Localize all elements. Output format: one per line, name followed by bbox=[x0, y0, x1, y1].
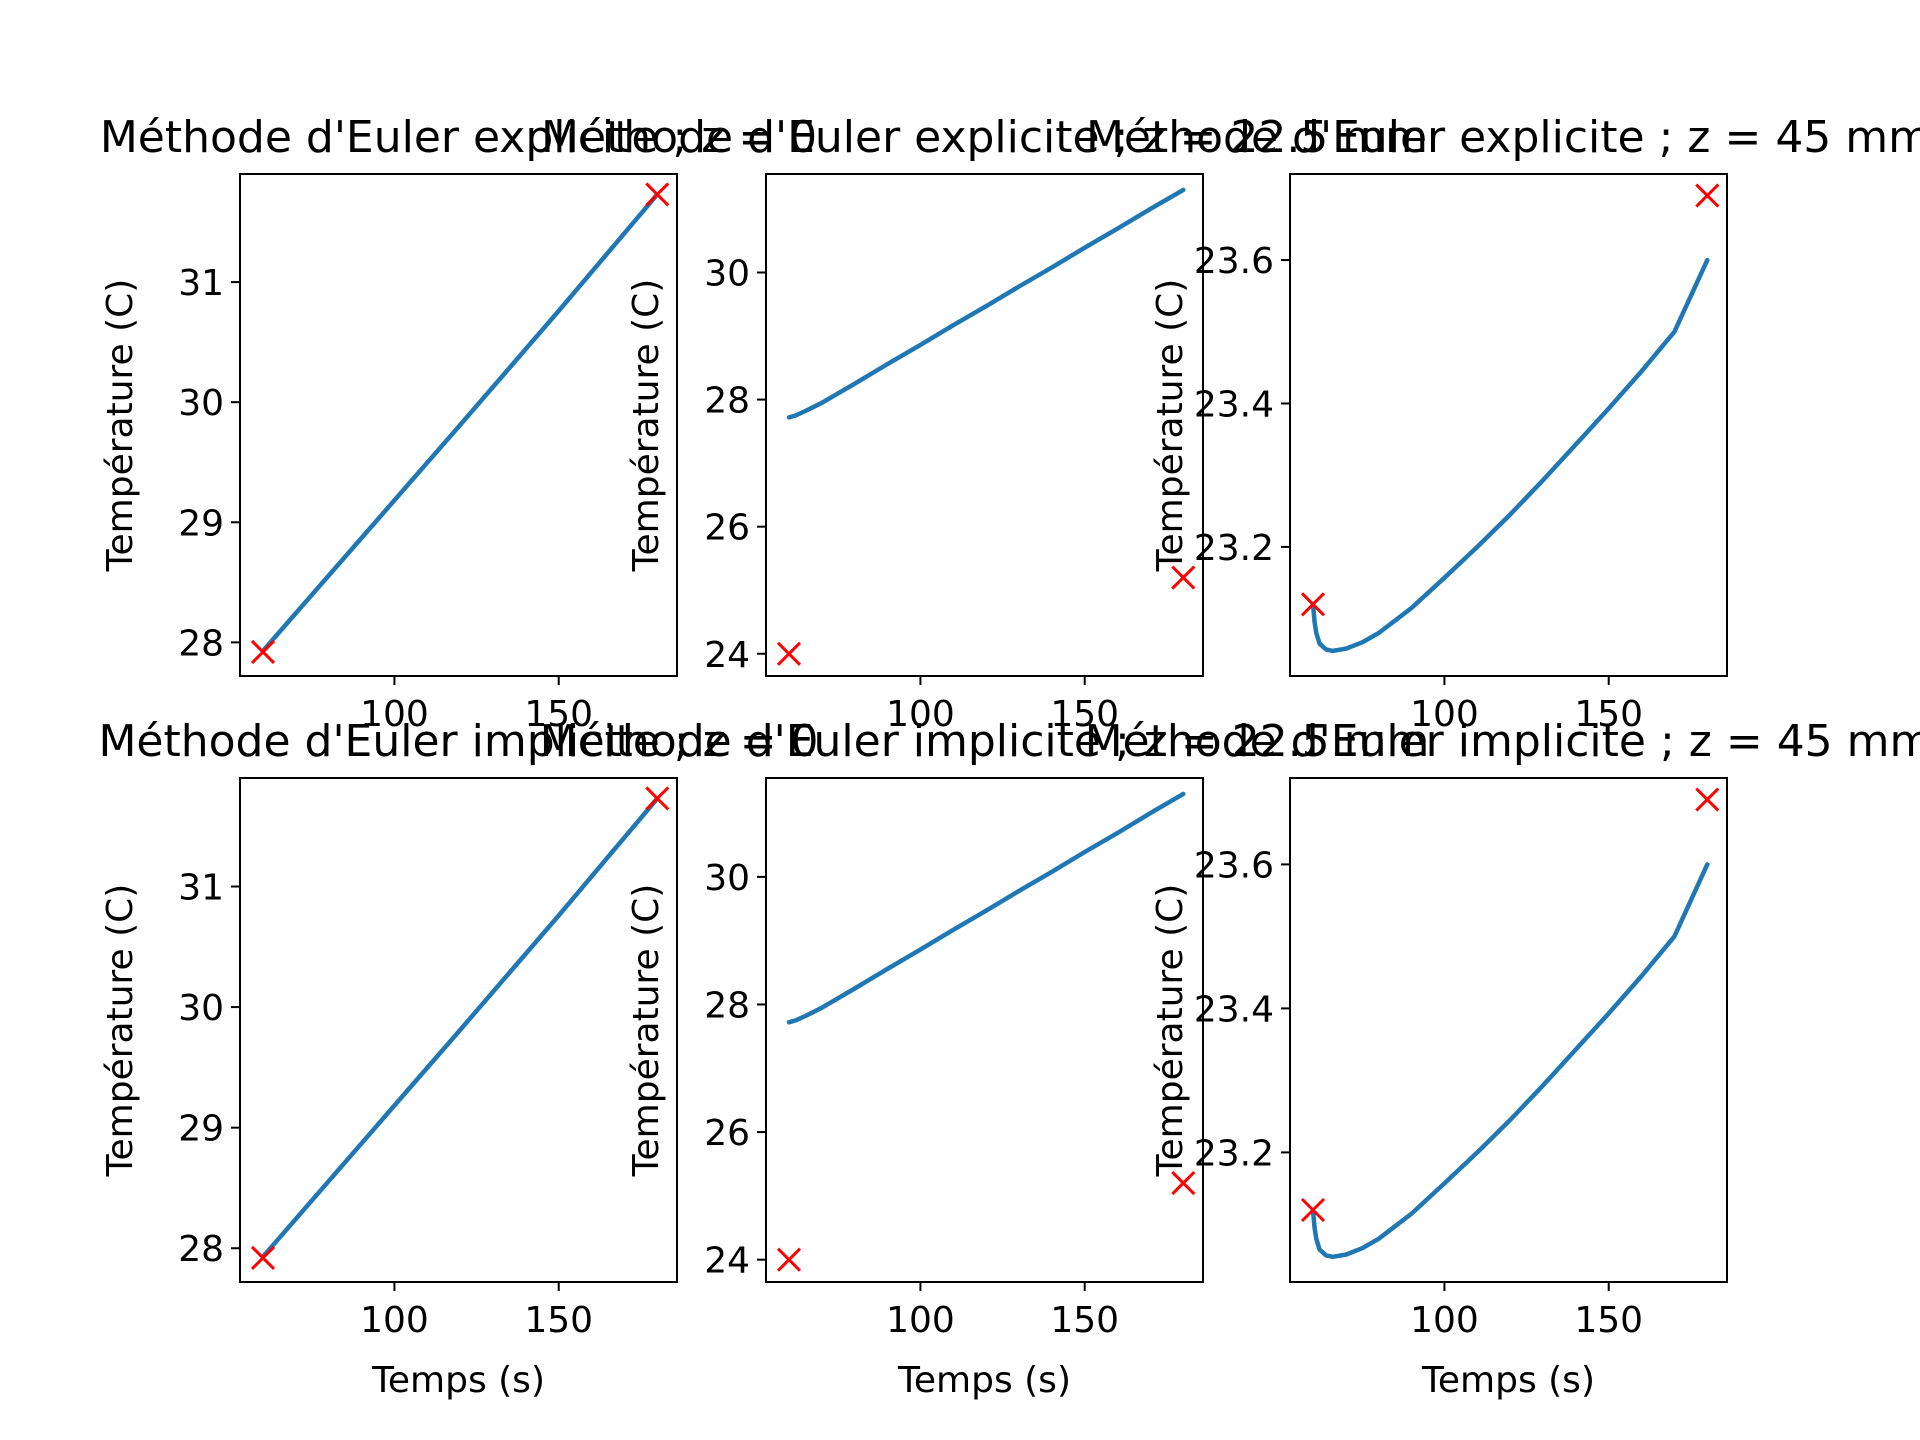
y-tick-label: 28 bbox=[704, 381, 750, 422]
x-tick-label: 100 bbox=[1410, 694, 1479, 735]
y-axis-label: Température (C) bbox=[100, 884, 141, 1178]
y-tick-label: 23.4 bbox=[1194, 384, 1274, 425]
x-tick-label: 150 bbox=[524, 1300, 593, 1341]
y-tick-label: 23.4 bbox=[1194, 989, 1274, 1030]
series-line bbox=[260, 796, 660, 1259]
x-tick-label: 150 bbox=[1574, 1300, 1643, 1341]
series-line bbox=[786, 187, 1186, 420]
y-tick-label: 23.6 bbox=[1194, 845, 1274, 886]
y-axis-label: Température (C) bbox=[626, 279, 667, 573]
subplot-1: 100 150 28 29 30 31 Température (C) Méthode d'E… bbox=[100, 112, 817, 735]
y-tick-label: 30 bbox=[704, 253, 750, 294]
data-point-marker bbox=[645, 182, 670, 207]
subplot-title: Méthode d'Euler implicite ; z = 0 bbox=[98, 716, 818, 767]
y-tick-label: 24 bbox=[704, 1241, 750, 1282]
x-tick-label: 100 bbox=[886, 1300, 955, 1341]
axes-frame bbox=[239, 777, 678, 1283]
series-line bbox=[1310, 257, 1710, 654]
x-axis-label: Temps (s) bbox=[1421, 1360, 1595, 1401]
y-tick-label: 30 bbox=[178, 383, 224, 424]
y-tick-label: 29 bbox=[178, 503, 224, 544]
x-tick-label: 100 bbox=[886, 694, 955, 735]
axes-frame bbox=[1289, 777, 1728, 1283]
x-tick-label: 150 bbox=[1050, 1300, 1119, 1341]
x-tick-label: 100 bbox=[360, 694, 429, 735]
axes-frame bbox=[1289, 173, 1728, 677]
data-point-marker bbox=[1171, 565, 1196, 590]
x-tick-label: 100 bbox=[360, 1300, 429, 1341]
axes-frame bbox=[765, 777, 1204, 1283]
y-tick-label: 28 bbox=[178, 623, 224, 664]
series-line bbox=[786, 791, 1186, 1025]
y-tick-label: 26 bbox=[704, 1113, 750, 1154]
data-point-marker bbox=[1695, 787, 1720, 812]
y-axis-label: Température (C) bbox=[100, 279, 141, 573]
x-tick-label: 150 bbox=[1574, 694, 1643, 735]
data-point-marker bbox=[250, 1245, 276, 1270]
series-line bbox=[260, 192, 660, 654]
data-point-marker bbox=[776, 641, 802, 666]
subplot-title: Méthode d'Euler explicite ; z = 22.5 mm bbox=[541, 112, 1428, 163]
subplot-4: 100 150 28 29 30 31 Température (C) Temps (s) Mé… bbox=[98, 716, 818, 1401]
x-axis-label: Temps (s) bbox=[897, 1360, 1071, 1401]
data-point-marker bbox=[1171, 1171, 1196, 1196]
axes-frame bbox=[765, 173, 1204, 677]
y-tick-label: 30 bbox=[178, 988, 224, 1029]
data-point-marker bbox=[1300, 1197, 1326, 1223]
y-tick-label: 26 bbox=[704, 508, 750, 549]
x-tick-label: 100 bbox=[1410, 1300, 1479, 1341]
y-tick-label: 24 bbox=[704, 635, 750, 676]
y-tick-label: 23.6 bbox=[1194, 241, 1274, 282]
y-tick-label: 28 bbox=[704, 985, 750, 1026]
y-axis-label: Température (C) bbox=[1150, 279, 1191, 573]
y-tick-label: 31 bbox=[178, 868, 224, 909]
data-point-marker bbox=[250, 639, 276, 665]
subplot-2: 100 150 24 26 28 30 Température (C) Méthode d'E… bbox=[541, 112, 1428, 735]
subplot-5: 100 150 24 26 28 30 Température (C) Temps (s) Mé… bbox=[540, 716, 1430, 1401]
data-point-marker bbox=[1695, 183, 1720, 208]
y-tick-label: 28 bbox=[178, 1229, 224, 1270]
axes-frame bbox=[239, 173, 678, 677]
y-tick-label: 23.2 bbox=[1194, 528, 1274, 569]
y-tick-label: 30 bbox=[704, 858, 750, 899]
y-axis-label: Température (C) bbox=[1150, 884, 1191, 1178]
x-tick-label: 150 bbox=[524, 694, 593, 735]
subplot-title: Méthode d'Euler implicite ; z = 22.5 mm bbox=[540, 716, 1430, 767]
y-tick-label: 23.2 bbox=[1194, 1133, 1274, 1174]
subplot-title: Méthode d'Euler explicite ; z = 45 mm bbox=[1086, 112, 1920, 163]
y-tick-label: 31 bbox=[178, 263, 224, 304]
data-point-marker bbox=[776, 1247, 802, 1272]
subplot-title: Méthode d'Euler implicite ; z = 45 mm bbox=[1085, 716, 1920, 767]
y-tick-label: 29 bbox=[178, 1109, 224, 1150]
y-axis-label: Température (C) bbox=[626, 884, 667, 1178]
x-tick-label: 150 bbox=[1050, 694, 1119, 735]
data-point-marker bbox=[645, 786, 670, 811]
x-axis-label: Temps (s) bbox=[371, 1360, 545, 1401]
subplot-title: Méthode d'Euler explicite ; z = 0 bbox=[100, 112, 817, 163]
data-point-marker bbox=[1300, 592, 1326, 617]
series-line bbox=[1310, 862, 1710, 1260]
